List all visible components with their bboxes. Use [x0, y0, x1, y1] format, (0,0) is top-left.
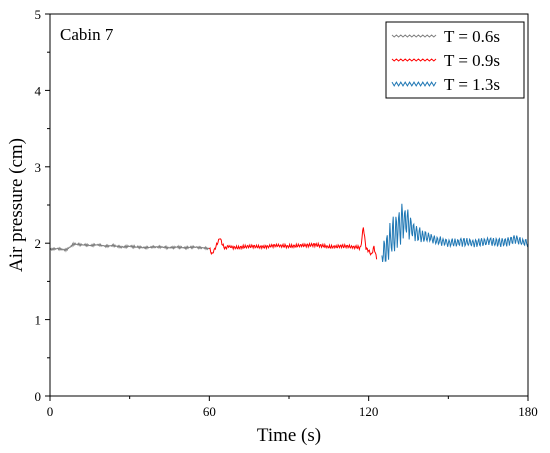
- y-tick-label-0: 0: [35, 389, 42, 404]
- series-line-t-0-6s: [49, 241, 210, 253]
- y-tick-label-5: 5: [35, 7, 42, 22]
- legend-label-t-1-3s: T = 1.3s: [444, 75, 500, 94]
- y-tick-label-3: 3: [35, 160, 42, 175]
- x-tick-label-60: 60: [203, 404, 216, 419]
- y-axis-title: Air pressure (cm): [6, 138, 27, 272]
- cabin-annotation: Cabin 7: [60, 25, 114, 44]
- legend: T = 0.6s T = 0.9s T = 1.3s: [385, 21, 525, 99]
- legend-swatch-t-1-3s: [391, 81, 437, 87]
- series-line-t-0-9s: [208, 227, 378, 260]
- x-tick-label-180: 180: [518, 404, 538, 419]
- y-tick-label-2: 2: [35, 236, 42, 251]
- x-axis-title: Time (s): [257, 425, 321, 446]
- y-tick-label-4: 4: [35, 83, 42, 98]
- legend-swatch-t-0-6s: [391, 34, 437, 38]
- y-tick-label-1: 1: [35, 313, 42, 328]
- legend-swatch-t-0-9s: [391, 58, 437, 62]
- x-tick-label-120: 120: [359, 404, 379, 419]
- x-tick-label-0: 0: [47, 404, 54, 419]
- legend-label-t-0-9s: T = 0.9s: [444, 51, 500, 70]
- series-layer: [49, 203, 529, 263]
- legend-label-t-0-6s: T = 0.6s: [444, 27, 500, 46]
- series-line-t-1-3s: [381, 203, 529, 263]
- ticks-layer: 0 60 120 180 0 1 2 3 4 5: [35, 7, 538, 419]
